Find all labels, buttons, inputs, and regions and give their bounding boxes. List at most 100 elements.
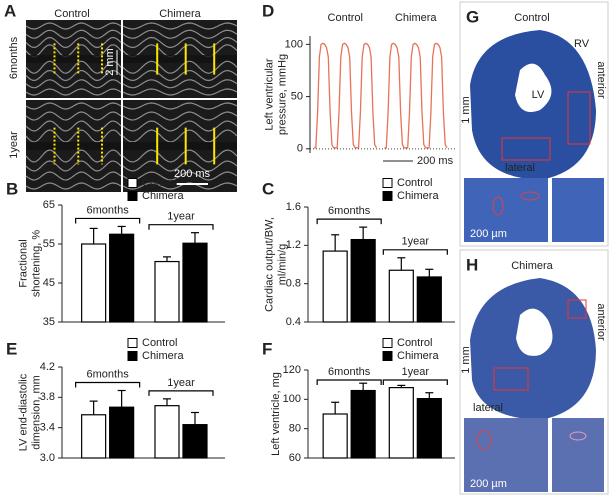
echo-trace <box>25 60 122 74</box>
echo-trace <box>25 111 122 121</box>
scale-label: 2 mm <box>104 48 116 76</box>
scale-label: 200 µm <box>470 228 507 240</box>
echo-trace <box>122 129 238 143</box>
bar <box>81 414 107 459</box>
legend-label: Control <box>142 337 177 349</box>
scale-label: 200 ms <box>174 168 211 180</box>
zoom-box <box>567 299 587 319</box>
pressure-trace <box>384 42 448 149</box>
y-axis-label: LV end-diastolic <box>17 373 29 451</box>
y-tick-label: 80 <box>289 423 301 435</box>
y-tick-label: 3.0 <box>40 452 55 464</box>
y-tick-label: 45 <box>43 277 55 289</box>
bar <box>81 243 107 323</box>
legend-swatch <box>127 338 138 348</box>
echo-trace <box>122 69 238 82</box>
legend-swatch <box>382 351 393 361</box>
echo-trace <box>122 60 238 74</box>
echo-trace <box>122 102 238 110</box>
inset <box>552 418 604 492</box>
legend-swatch <box>127 351 138 361</box>
legend-label: Control <box>397 337 432 349</box>
vessel <box>520 191 540 201</box>
vessel <box>492 196 504 216</box>
echo-trace <box>122 36 238 49</box>
group-label: 6months <box>87 204 130 216</box>
echo-trace <box>25 120 122 132</box>
echo-trace <box>122 44 238 58</box>
echo-trace <box>122 79 238 89</box>
bar <box>416 398 442 459</box>
legend-swatch <box>127 191 138 201</box>
group-bracket <box>75 217 141 224</box>
bar <box>322 250 348 323</box>
y-axis-label: shortening, % <box>30 230 42 297</box>
echo-trace <box>25 160 122 172</box>
y-tick-label: 0.8 <box>286 278 301 290</box>
y-tick-label: 100 <box>283 393 301 405</box>
bar <box>154 260 180 323</box>
lumen <box>515 63 552 113</box>
zoom-box <box>501 137 551 161</box>
y-tick-label: 65 <box>43 199 55 211</box>
bar <box>109 233 135 323</box>
column-label: Control <box>54 8 89 20</box>
scale-label: 1 mm <box>460 96 472 124</box>
panel-letter: D <box>262 1 274 20</box>
y-axis-label: Fractional <box>17 239 29 287</box>
echo-trace <box>25 171 122 181</box>
echo-trace <box>122 120 238 132</box>
y-tick-label: 120 <box>283 364 301 376</box>
vessel <box>569 431 587 441</box>
y-axis-label: ml/min/g <box>276 244 288 286</box>
echo-images <box>25 20 238 192</box>
group-bracket <box>75 381 141 388</box>
y-tick-label: 0.4 <box>286 316 301 328</box>
group-label: 1year <box>402 366 430 378</box>
echo-trace <box>122 88 238 96</box>
vessel <box>476 430 492 450</box>
y-tick-label: 3.8 <box>40 391 55 403</box>
group-label: 6months <box>328 205 371 217</box>
row-label: 1year <box>8 131 20 159</box>
panel-letter: A <box>4 1 16 20</box>
echo-trace <box>25 102 122 110</box>
echo-trace <box>25 69 122 82</box>
panel-letter: E <box>6 339 17 358</box>
bar <box>109 406 135 459</box>
row-label: 6months <box>8 36 20 79</box>
inset <box>552 178 604 242</box>
group-label: 1year <box>402 236 430 248</box>
echo-trace <box>25 29 122 39</box>
y-tick-label: 60 <box>289 452 301 464</box>
legend-swatch <box>382 338 393 348</box>
echo-trace <box>25 129 122 143</box>
echo-trace <box>122 182 238 190</box>
y-axis-label: Left ventricular <box>263 58 275 130</box>
series-label: Control <box>328 12 363 24</box>
echo-trace <box>25 22 122 30</box>
group-bracket <box>382 249 448 255</box>
region-label: RV <box>574 38 590 50</box>
panel-letter: F <box>262 339 272 358</box>
echo-trace <box>25 79 122 89</box>
echo-trace <box>122 149 238 163</box>
group-label: 6months <box>328 366 371 378</box>
bar <box>350 389 376 459</box>
panel-letter: C <box>262 179 274 198</box>
panel-title: Control <box>514 12 549 24</box>
bar <box>322 413 348 459</box>
legend-label: Chimera <box>142 350 184 362</box>
y-tick-label: 3.4 <box>40 422 55 434</box>
echo-trace <box>25 44 122 58</box>
group-bracket <box>316 218 382 225</box>
echo-trace <box>25 36 122 49</box>
legend-label: Chimera <box>397 190 439 202</box>
group-bracket <box>148 224 214 230</box>
y-axis-label: Cardiac output/BW, <box>263 217 275 312</box>
legend-label: Control <box>142 177 177 189</box>
group-label: 1year <box>167 211 195 223</box>
scale-label: 200 ms <box>417 155 454 167</box>
pressure-trace <box>314 42 378 149</box>
y-tick-label: 0 <box>297 143 303 155</box>
